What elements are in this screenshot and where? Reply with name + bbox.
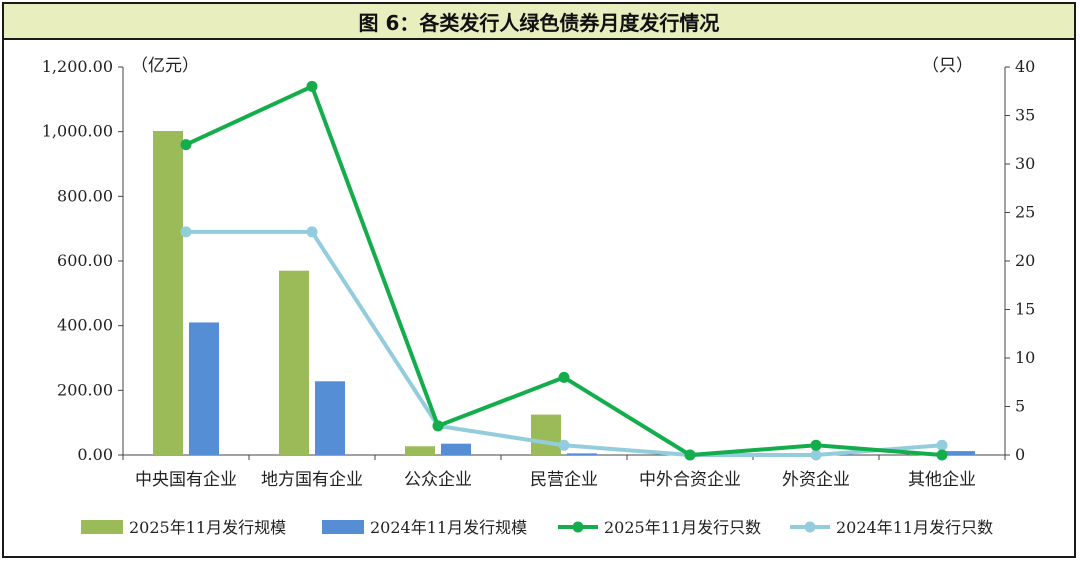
- right-tick-label: 25: [1015, 203, 1035, 222]
- bar-series1: [153, 131, 183, 455]
- series-point: [558, 371, 570, 383]
- x-category-label: 中央国有企业: [135, 470, 237, 490]
- right-tick-label: 40: [1015, 57, 1035, 76]
- legend-label: 2024年11月发行只数: [836, 518, 993, 537]
- left-tick-label: 200.00: [57, 380, 113, 399]
- legend-marker: [572, 521, 584, 533]
- legend-swatch: [81, 520, 123, 534]
- x-category-label: 地方国有企业: [261, 470, 363, 490]
- right-tick-label: 10: [1015, 348, 1035, 367]
- legend-label: 2025年11月发行规模: [129, 518, 286, 537]
- right-tick-label: 35: [1015, 106, 1035, 125]
- series-point: [180, 226, 192, 238]
- left-tick-label: 800.00: [57, 186, 113, 205]
- series-point: [558, 439, 570, 451]
- series-point: [684, 449, 696, 461]
- bar-series1: [531, 414, 561, 455]
- bar-series2: [315, 381, 345, 455]
- x-category-label: 民营企业: [530, 470, 598, 490]
- series-point: [306, 80, 318, 92]
- series-point: [432, 420, 444, 432]
- left-tick-label: 600.00: [57, 251, 113, 270]
- chart-svg: 0.00 200.00 400.00 600.00 800.00 1,000.00 1,20…: [42, 56, 1036, 537]
- left-tick-label: 400.00: [57, 316, 113, 335]
- series-point: [810, 439, 822, 451]
- series-point: [936, 449, 948, 461]
- chart-title-bar: 图 6：各类发行人绿色债券月度发行情况: [4, 4, 1074, 40]
- left-tick-label: 1,200.00: [42, 57, 113, 76]
- legend-label: 2024年11月发行规模: [370, 518, 527, 537]
- right-unit-label: （只）: [922, 56, 973, 76]
- legend-swatch: [322, 520, 364, 534]
- series-point: [810, 449, 822, 461]
- left-tick-label: 0.00: [77, 445, 113, 464]
- bar-series2: [441, 443, 471, 455]
- right-tick-label: 20: [1015, 251, 1035, 270]
- series-point: [180, 139, 192, 151]
- series-point: [936, 439, 948, 451]
- bar-series1: [279, 270, 309, 455]
- left-unit-label: （亿元）: [131, 56, 199, 76]
- bar-series2: [945, 451, 975, 455]
- bar-series2: [567, 453, 597, 455]
- legend-label: 2025年11月发行只数: [604, 518, 761, 537]
- legend-marker: [804, 521, 816, 533]
- x-category-label: 中外合资企业: [639, 470, 741, 490]
- right-tick-label: 15: [1015, 300, 1035, 319]
- left-tick-label: 1,000.00: [42, 122, 113, 141]
- chart-title: 图 6：各类发行人绿色债券月度发行情况: [358, 10, 720, 35]
- bar-series2: [189, 322, 219, 455]
- x-category-label: 公众企业: [404, 470, 472, 490]
- x-category-label: 其他企业: [908, 470, 976, 490]
- right-tick-label: 5: [1015, 397, 1025, 416]
- right-tick-label: 30: [1015, 154, 1035, 173]
- x-category-label: 外资企业: [782, 470, 850, 490]
- bar-series1: [405, 446, 435, 455]
- series-point: [306, 226, 318, 238]
- right-tick-label: 0: [1015, 445, 1025, 464]
